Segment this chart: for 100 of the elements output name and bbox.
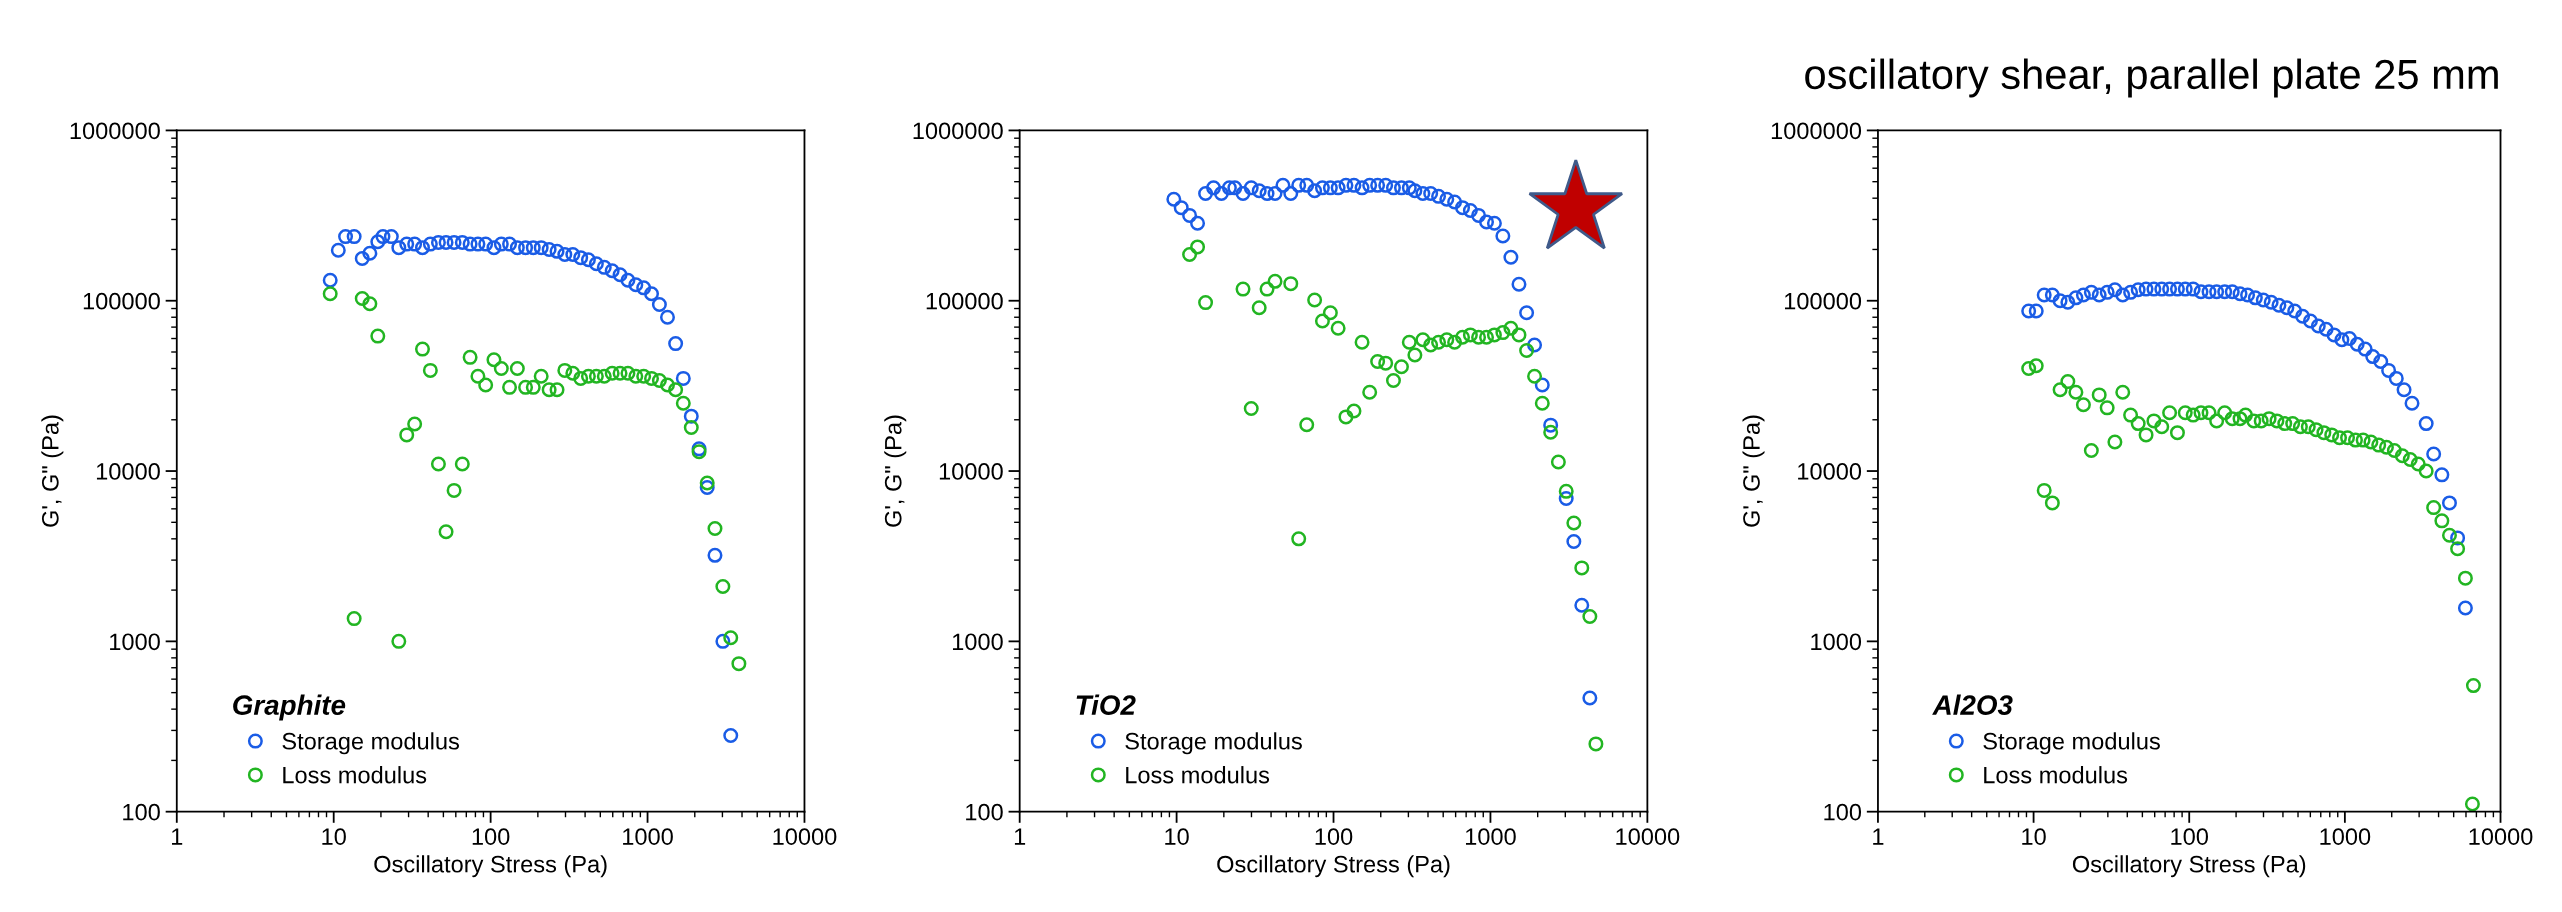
y-tick-label: 10000 — [1798, 463, 1862, 480]
point — [2292, 419, 2308, 435]
point — [2255, 292, 2271, 308]
point — [2450, 541, 2466, 557]
point — [2052, 293, 2068, 309]
y-tick-label: 10000 — [939, 463, 1003, 480]
point — [2146, 281, 2162, 297]
x-tick-label: 10 — [322, 828, 346, 845]
y-tick-label: 100000 — [83, 292, 160, 310]
point — [2185, 407, 2201, 423]
point — [2308, 422, 2324, 438]
x-axis-title: Oscillatory Stress (Pa) — [2072, 855, 2306, 878]
point — [2169, 425, 2185, 441]
point — [2123, 407, 2139, 423]
point — [2300, 419, 2316, 435]
y-axis-title: G', G" (Pa) — [41, 415, 64, 527]
point — [2224, 284, 2240, 300]
y-tick-label: 10000 — [96, 463, 160, 480]
point — [2162, 405, 2178, 421]
point — [2217, 284, 2233, 300]
point — [2238, 407, 2254, 423]
point — [2277, 416, 2293, 432]
point — [2123, 284, 2139, 300]
point — [2209, 284, 2225, 300]
point — [2279, 300, 2295, 316]
point — [2146, 413, 2162, 429]
point — [2075, 287, 2091, 303]
point — [2457, 570, 2473, 586]
y-tick-label: 100000 — [1784, 292, 1862, 310]
y-tick-label: 100 — [123, 803, 160, 821]
point — [2060, 294, 2076, 310]
legend-label: Storage modulus — [1983, 732, 2160, 755]
y-axis-title: G', G" (Pa) — [1742, 415, 1765, 527]
point — [2107, 434, 2123, 450]
point — [2357, 341, 2373, 357]
point — [2193, 405, 2209, 421]
legend-title: TiO2 — [1076, 694, 1136, 715]
point — [2193, 284, 2209, 300]
point — [2378, 439, 2394, 455]
legend-title: Al2O3 — [1932, 694, 2013, 715]
x-tick-label: 10 — [2022, 828, 2046, 845]
point — [2434, 513, 2450, 529]
point — [2115, 384, 2131, 400]
point — [2287, 303, 2303, 319]
x-tick-label: 1 — [1873, 828, 1884, 845]
legend-label: Storage modulus — [282, 732, 460, 755]
y-tick-label: 100 — [966, 803, 1003, 821]
point — [2036, 482, 2052, 498]
x-tick-label: 10 — [1165, 828, 1189, 845]
chart-title: oscillatory shear, parallel plate 25 mm — [1805, 58, 2498, 98]
point — [2341, 331, 2357, 347]
point — [2107, 282, 2123, 298]
x-tick-label: 10000 — [1616, 828, 1680, 845]
point — [2154, 419, 2170, 435]
x-tick-label: 1000 — [2320, 828, 2371, 845]
point — [2060, 374, 2076, 390]
point — [2201, 405, 2217, 421]
point — [2217, 405, 2233, 421]
point — [2402, 451, 2418, 467]
point — [2426, 500, 2442, 516]
point — [2441, 527, 2457, 543]
point — [2246, 413, 2262, 429]
point — [2418, 463, 2434, 479]
point — [2318, 321, 2334, 337]
point — [2326, 327, 2342, 343]
point — [2044, 495, 2060, 511]
point — [2068, 290, 2084, 306]
point — [2036, 287, 2052, 303]
point — [2269, 413, 2285, 429]
point — [2381, 362, 2397, 378]
point — [2044, 287, 2060, 303]
point — [2271, 297, 2287, 313]
point — [2373, 353, 2389, 369]
y-tick-label: 1000 — [1811, 633, 1862, 651]
x-tick-label: 100 — [2171, 828, 2208, 845]
point — [2169, 281, 2185, 297]
legend-label: Loss modulus — [1126, 766, 1270, 784]
point — [2340, 430, 2356, 446]
point — [2295, 308, 2311, 324]
point — [2162, 281, 2178, 297]
point — [2349, 336, 2365, 352]
point — [2177, 405, 2193, 421]
point — [2232, 286, 2248, 302]
point — [2099, 400, 2115, 416]
point — [2365, 349, 2381, 365]
point — [2154, 281, 2170, 297]
x-tick-label: 100 — [1315, 828, 1353, 845]
point — [2138, 427, 2154, 443]
point — [2371, 437, 2387, 453]
legend-label: Storage modulus — [1125, 732, 1302, 755]
point — [2091, 387, 2107, 403]
y-tick-label: 1000 — [110, 633, 160, 651]
point — [2363, 434, 2379, 450]
point — [2240, 287, 2256, 303]
y-tick-label: 1000000 — [1771, 122, 1862, 140]
point — [2388, 370, 2404, 386]
point — [2253, 413, 2269, 429]
point — [2083, 443, 2099, 459]
point — [2261, 411, 2277, 427]
point — [2347, 432, 2363, 448]
